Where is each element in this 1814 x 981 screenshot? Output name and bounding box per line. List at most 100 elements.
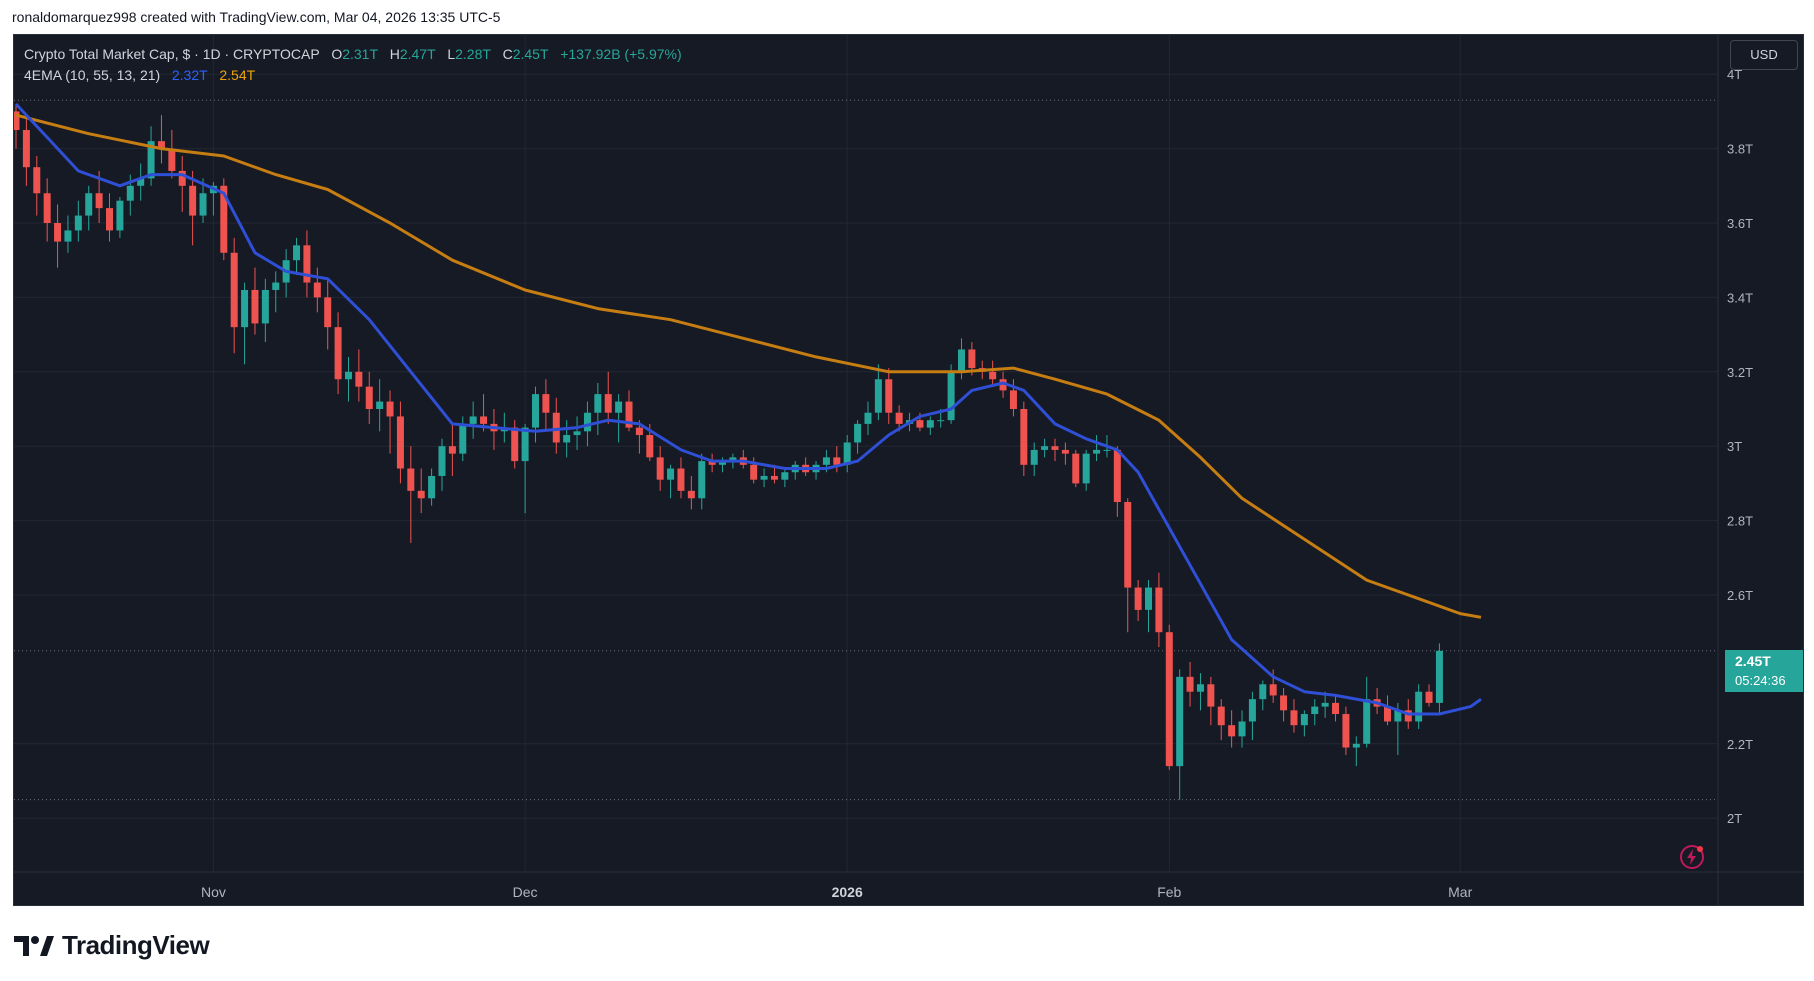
- candle[interactable]: [199, 178, 207, 223]
- candle[interactable]: [1259, 680, 1267, 711]
- candle[interactable]: [386, 390, 394, 454]
- candle[interactable]: [1311, 699, 1319, 726]
- candle[interactable]: [1176, 669, 1184, 800]
- candle[interactable]: [1124, 498, 1132, 633]
- candle[interactable]: [303, 230, 311, 298]
- candle[interactable]: [1290, 699, 1298, 733]
- candle[interactable]: [355, 349, 363, 402]
- candle[interactable]: [885, 368, 893, 424]
- candle[interactable]: [511, 420, 519, 469]
- candle[interactable]: [864, 401, 872, 436]
- candle[interactable]: [1082, 449, 1090, 491]
- candle[interactable]: [719, 457, 727, 473]
- candle[interactable]: [469, 401, 477, 439]
- candle[interactable]: [1238, 710, 1246, 748]
- candle[interactable]: [667, 464, 675, 499]
- candle[interactable]: [854, 420, 862, 454]
- candle[interactable]: [615, 394, 623, 443]
- candle[interactable]: [313, 267, 321, 313]
- candle[interactable]: [1352, 736, 1360, 767]
- candle[interactable]: [802, 457, 810, 476]
- candle[interactable]: [1155, 572, 1163, 648]
- candle[interactable]: [625, 390, 633, 432]
- candle[interactable]: [739, 449, 747, 469]
- candle[interactable]: [1145, 580, 1153, 633]
- candle[interactable]: [947, 364, 955, 424]
- candle[interactable]: [781, 468, 789, 488]
- candle[interactable]: [1165, 624, 1173, 770]
- candle[interactable]: [1228, 710, 1236, 748]
- candle[interactable]: [812, 461, 820, 480]
- candle[interactable]: [1363, 676, 1371, 748]
- candle[interactable]: [14, 103, 20, 149]
- candle[interactable]: [64, 215, 72, 253]
- candle[interactable]: [272, 271, 280, 313]
- candle[interactable]: [1300, 710, 1308, 737]
- candle[interactable]: [293, 237, 301, 276]
- candle[interactable]: [532, 386, 539, 443]
- candle[interactable]: [230, 237, 238, 354]
- candle[interactable]: [137, 163, 145, 201]
- candle[interactable]: [791, 461, 799, 480]
- ema-fast-line[interactable]: [14, 102, 1482, 716]
- candle[interactable]: [22, 118, 30, 186]
- currency-button[interactable]: USD: [1730, 40, 1798, 70]
- candle[interactable]: [521, 423, 529, 514]
- candle[interactable]: [677, 457, 685, 499]
- candle[interactable]: [438, 438, 446, 491]
- candle[interactable]: [365, 371, 373, 424]
- candle[interactable]: [698, 453, 706, 510]
- candle[interactable]: [178, 156, 186, 212]
- candle[interactable]: [490, 409, 498, 450]
- candle[interactable]: [563, 420, 571, 458]
- candle[interactable]: [251, 267, 259, 335]
- candle[interactable]: [604, 371, 612, 424]
- candle[interactable]: [1093, 435, 1101, 462]
- candle[interactable]: [1051, 438, 1059, 462]
- candle[interactable]: [989, 360, 997, 387]
- candle[interactable]: [1061, 442, 1069, 465]
- candle[interactable]: [1248, 691, 1256, 741]
- candle[interactable]: [843, 435, 851, 473]
- candle[interactable]: [895, 405, 903, 432]
- candle[interactable]: [417, 468, 425, 514]
- candle[interactable]: [687, 475, 695, 510]
- candle[interactable]: [1383, 695, 1391, 726]
- candle[interactable]: [396, 401, 404, 484]
- candle[interactable]: [344, 356, 352, 402]
- candle[interactable]: [1435, 643, 1443, 715]
- candle[interactable]: [1332, 695, 1340, 722]
- candle[interactable]: [189, 170, 197, 246]
- candle[interactable]: [106, 193, 114, 242]
- candle[interactable]: [1342, 706, 1350, 755]
- candle[interactable]: [407, 446, 415, 543]
- candle[interactable]: [1020, 401, 1028, 476]
- candle[interactable]: [1425, 684, 1433, 707]
- candle[interactable]: [157, 115, 165, 164]
- candle[interactable]: [116, 196, 124, 238]
- candle[interactable]: [1321, 691, 1329, 718]
- chart-panel[interactable]: 4T 3.8T 3.6T 3.4T 3.2T 3T 2.8T 2.6T 2.2T 2T Nov De…: [13, 34, 1804, 906]
- candle[interactable]: [874, 364, 882, 421]
- candle[interactable]: [1072, 449, 1080, 488]
- candle[interactable]: [833, 446, 841, 473]
- candle[interactable]: [1030, 442, 1038, 476]
- candle[interactable]: [1217, 699, 1225, 741]
- candle[interactable]: [1196, 673, 1204, 711]
- lightning-icon[interactable]: [1678, 843, 1706, 871]
- candle[interactable]: [708, 453, 716, 473]
- tradingview-brand[interactable]: TradingView: [14, 930, 210, 961]
- symbol-title[interactable]: Crypto Total Market Cap, $ · 1D · CRYPTO…: [24, 46, 320, 62]
- candle[interactable]: [594, 382, 602, 436]
- candle[interactable]: [85, 185, 93, 231]
- candle[interactable]: [480, 394, 488, 432]
- candle[interactable]: [542, 379, 550, 432]
- candle[interactable]: [1280, 688, 1288, 722]
- candle[interactable]: [760, 468, 768, 488]
- candle[interactable]: [1041, 438, 1049, 458]
- candle[interactable]: [1415, 684, 1423, 729]
- candle[interactable]: [43, 178, 51, 242]
- candle[interactable]: [448, 423, 456, 476]
- candle[interactable]: [999, 371, 1007, 398]
- candle[interactable]: [635, 420, 643, 454]
